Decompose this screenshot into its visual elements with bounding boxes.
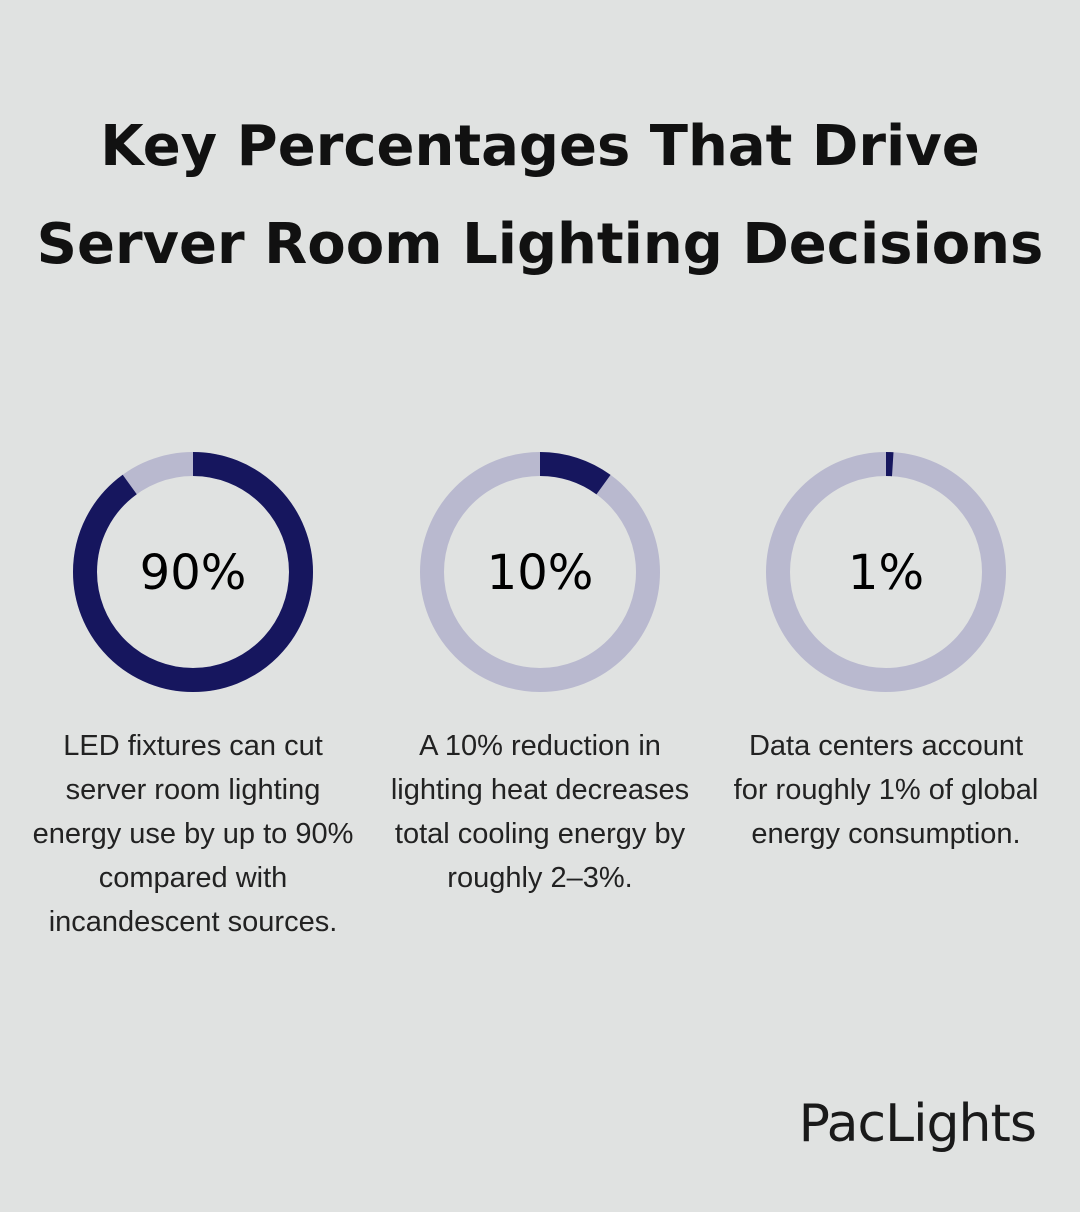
stat-description: LED fixtures can cut server room lightin… [32,730,354,938]
donut-value-arc [420,452,660,692]
donut-label: 1% [848,545,924,601]
stat-description: Data centers account for roughly 1% of g… [733,730,1039,850]
donut-value-arc [73,452,313,692]
donut-chart: 90% [73,452,313,692]
paclights-logo: PacLights [798,1094,1037,1154]
stat-description: A 10% reduction in lighting heat decreas… [390,730,690,894]
stat-card-1: 90% LED fixtures can cut server room lig… [23,450,363,944]
stat-card-3: 1% Data centers account for roughly 1% o… [716,450,1056,856]
donut-chart: 1% [766,452,1006,692]
donut-label: 90% [140,545,247,601]
donut-chart: 10% [420,452,660,692]
donut-value-arc [766,452,1006,692]
page-title: Key Percentages That Drive Server Room L… [36,114,1044,277]
stat-card-2: 10% A 10% reduction in lighting heat dec… [370,450,710,900]
donut-label: 10% [487,545,594,601]
